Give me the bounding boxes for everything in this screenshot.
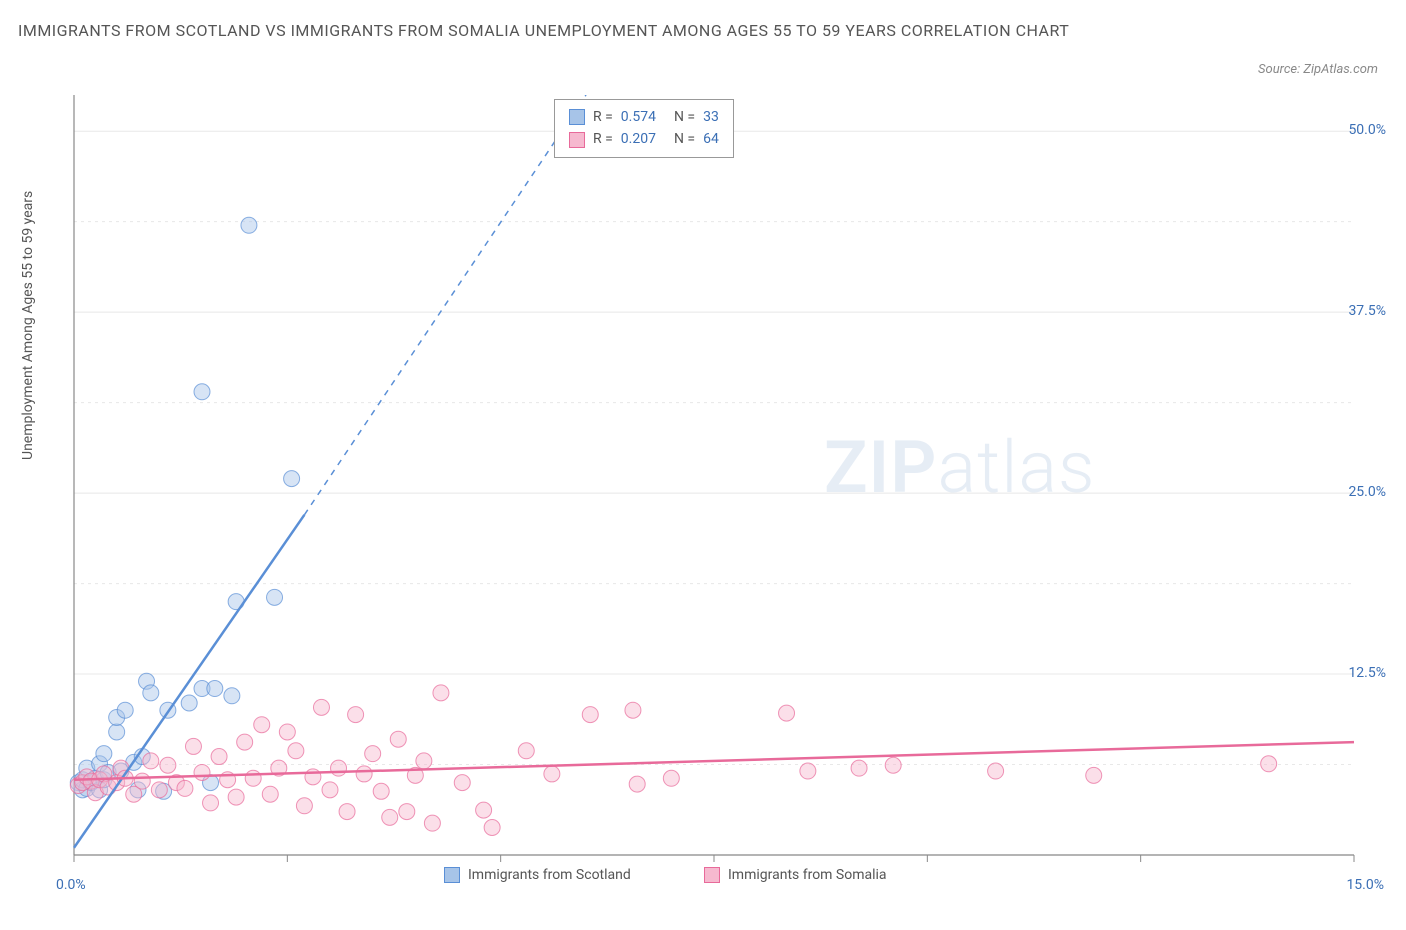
legend-correlation-row: R = 0.574 N = 33 (569, 106, 719, 128)
source-attr: Source: ZipAtlas.com (1258, 62, 1378, 77)
legend-series-item: Immigrants from Scotland (444, 867, 631, 883)
y-tick-label: 50.0% (1348, 122, 1386, 138)
legend-correlation: R = 0.574 N = 33 R = 0.207 N = 64 (554, 99, 734, 158)
legend-correlation-row: R = 0.207 N = 64 (569, 128, 719, 150)
legend-r-value: 0.207 (621, 128, 656, 150)
y-tick-label: 37.5% (1348, 303, 1386, 319)
legend-swatch (704, 867, 720, 883)
x-axis-max-label: 15.0% (1346, 877, 1384, 893)
y-tick-label: 12.5% (1348, 665, 1386, 681)
legend-n-label: N = (674, 128, 695, 150)
legend-series-item: Immigrants from Somalia (704, 867, 887, 883)
legend-n-label: N = (674, 106, 695, 128)
y-axis-label: Unemployment Among Ages 55 to 59 years (20, 191, 36, 460)
legend-swatch (569, 132, 585, 148)
legend-r-value: 0.574 (621, 106, 656, 128)
y-tick-label: 25.0% (1348, 484, 1386, 500)
legend-series-label: Immigrants from Somalia (728, 867, 887, 883)
chart-title: IMMIGRANTS FROM SCOTLAND VS IMMIGRANTS F… (18, 18, 1069, 44)
chart-svg (64, 95, 1384, 875)
legend-n-value: 64 (703, 128, 719, 150)
chart-area: ZIPatlas R =0.574N =33R =0.207N =64 12.5… (64, 95, 1384, 875)
legend-r-label: R = (593, 128, 613, 150)
x-axis-min-label: 0.0% (56, 877, 86, 893)
legend-r-label: R = (593, 106, 613, 128)
legend-series-label: Immigrants from Scotland (468, 867, 631, 883)
legend-n-value: 33 (703, 106, 719, 128)
legend-swatch (444, 867, 460, 883)
legend-swatch (569, 109, 585, 125)
